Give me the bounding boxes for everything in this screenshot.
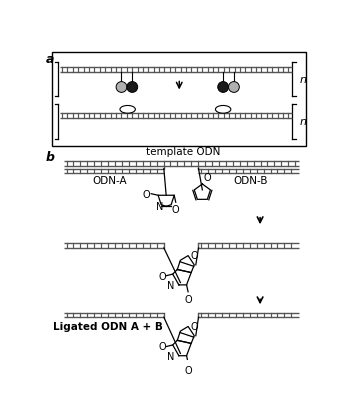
- Text: O: O: [203, 173, 211, 183]
- Text: N: N: [167, 351, 174, 361]
- Circle shape: [127, 82, 138, 93]
- Text: O: O: [191, 250, 198, 260]
- Text: Ligated ODN A + B: Ligated ODN A + B: [53, 322, 163, 332]
- Text: ODN-B: ODN-B: [233, 176, 268, 186]
- Text: a: a: [46, 53, 54, 66]
- Circle shape: [218, 82, 229, 93]
- Text: O: O: [184, 294, 192, 305]
- Text: O: O: [184, 365, 192, 375]
- Text: N: N: [156, 202, 164, 212]
- Text: O: O: [158, 342, 166, 352]
- Text: b: b: [46, 151, 55, 164]
- Ellipse shape: [120, 106, 135, 114]
- Text: ODN-A: ODN-A: [92, 176, 127, 186]
- Bar: [52, 52, 305, 147]
- Text: O: O: [158, 271, 166, 281]
- Text: n: n: [299, 117, 306, 126]
- Circle shape: [229, 82, 239, 93]
- Circle shape: [116, 82, 127, 93]
- Text: O: O: [143, 189, 150, 199]
- Ellipse shape: [215, 106, 231, 114]
- Text: O: O: [172, 205, 180, 215]
- Text: N: N: [167, 280, 174, 290]
- Text: O: O: [191, 321, 198, 331]
- Text: template ODN: template ODN: [146, 146, 220, 156]
- Text: n: n: [299, 75, 306, 84]
